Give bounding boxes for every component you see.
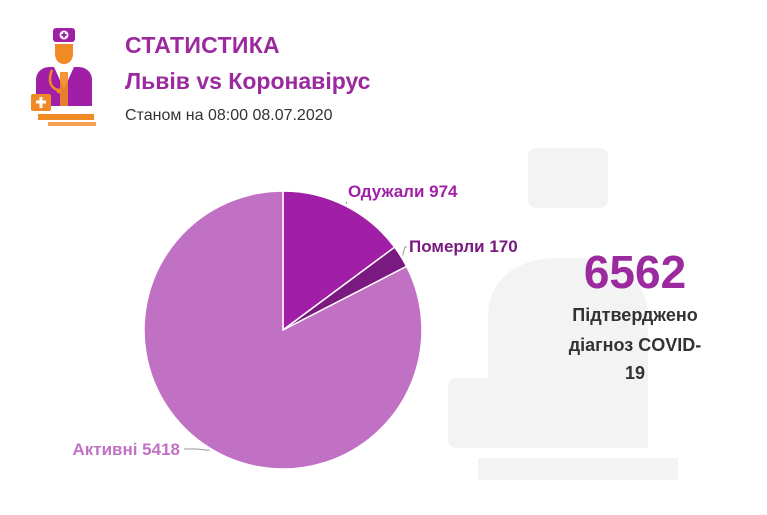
pie-leader-line-2 [184,448,210,451]
total-caption-line1: Підтверджено [572,305,698,325]
pie-leader-line-0 [345,201,348,205]
pie-slice-0 [282,190,396,332]
doctor-watermark-icon [448,148,678,480]
pie-label-0: Одужали 974 [348,182,458,201]
pie-slice-2 [143,190,423,470]
total-caption-line2: діагноз COVID-19 [568,335,702,383]
page-subtitle: Львів vs Коронавірус [125,68,371,94]
pie-label-2: Активні 5418 [72,440,180,459]
pie-label-1: Померли 170 [409,237,518,256]
date-stamp: Станом на 08:00 08.07.2020 [125,107,333,124]
total-confirmed-number: 6562 [583,246,687,298]
doctor-icon [31,28,96,126]
page-title: СТАТИСТИКА [125,32,280,58]
pie-leader-line-1 [402,246,407,256]
